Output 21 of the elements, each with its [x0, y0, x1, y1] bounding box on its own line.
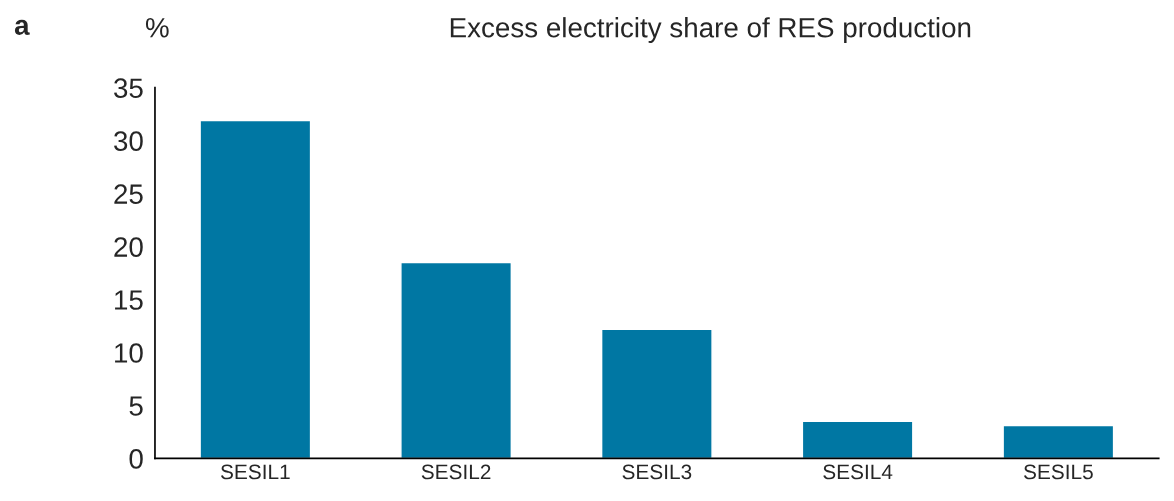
x-tick-label: SESIL4	[823, 464, 893, 480]
text: a	[14, 19, 30, 36]
x-tick-label: SESIL5	[1023, 464, 1093, 480]
bar	[600, 328, 713, 459]
x-tick-label: SESIL2	[421, 464, 491, 480]
y-tick-label: 20	[114, 237, 143, 257]
y-tick-label: 35	[114, 78, 143, 99]
bar	[400, 261, 513, 459]
y-tick-label: 10	[115, 343, 143, 363]
y-tick-label: 0	[129, 449, 143, 469]
x-tick-label: SESIL1	[220, 464, 290, 480]
y-tick-label: 25	[114, 184, 143, 204]
y-tick-label: 30	[114, 131, 143, 151]
y-tick-label: 15	[115, 290, 143, 310]
x-tick-label: SESIL3	[622, 464, 692, 480]
y-axis-title: %	[145, 17, 169, 38]
bar	[199, 119, 312, 459]
bar	[1002, 424, 1115, 459]
y-tick-label: 5	[129, 396, 143, 416]
chart-title: Excess electricity share of RES production	[450, 17, 971, 44]
bar	[801, 420, 914, 459]
